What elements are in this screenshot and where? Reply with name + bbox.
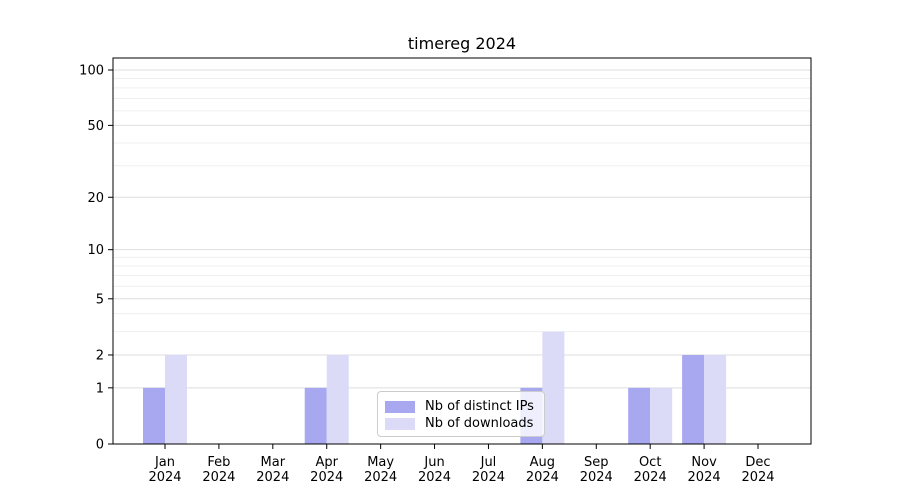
bar-distinct-ips-apr — [304, 387, 327, 444]
x-tick-label-year: 2024 — [364, 470, 397, 485]
x-tick-label-month: Nov — [691, 455, 717, 470]
bar-distinct-ips-jan — [143, 387, 165, 444]
x-tick-label-month: May — [367, 455, 394, 470]
x-tick-label-month: Apr — [315, 455, 338, 470]
y-tick-label: 2 — [96, 348, 104, 363]
x-tick-label-month: Jan — [154, 455, 175, 470]
x-tick-label-month: Sep — [584, 455, 609, 470]
y-tick-label: 1 — [96, 381, 104, 396]
bar-downloads-apr — [326, 354, 349, 444]
x-tick-label-year: 2024 — [310, 470, 343, 485]
legend-label-distinct-ips: Nb of distinct IPs — [425, 399, 534, 414]
bar-downloads-jan — [165, 354, 187, 444]
y-tick-label: 5 — [96, 292, 104, 307]
x-tick-label-year: 2024 — [148, 470, 181, 485]
x-tick-label-month: Jun — [423, 455, 444, 470]
x-tick-label-month: Aug — [530, 455, 555, 470]
legend-item: Nb of downloads — [385, 415, 544, 432]
y-tick-label: 100 — [79, 64, 104, 79]
bar-distinct-ips-nov — [682, 354, 705, 444]
x-tick-label-year: 2024 — [741, 470, 774, 485]
legend-swatch-downloads-icon — [385, 417, 415, 430]
x-tick-label-year: 2024 — [688, 470, 721, 485]
x-tick-label-year: 2024 — [202, 470, 235, 485]
plot-border — [112, 57, 812, 445]
legend-label-downloads: Nb of downloads — [425, 416, 534, 431]
x-tick-label-month: Dec — [745, 455, 770, 470]
bar-downloads-nov — [704, 354, 727, 444]
y-tick-label: 20 — [87, 191, 104, 206]
x-tick-label-year: 2024 — [580, 470, 613, 485]
legend: Nb of distinct IPs Nb of downloads — [377, 391, 545, 437]
x-tick-label-year: 2024 — [526, 470, 559, 485]
x-tick-label-year: 2024 — [472, 470, 505, 485]
bar-distinct-ips-oct — [628, 387, 651, 444]
x-tick-label-month: Mar — [261, 455, 286, 470]
y-tick-label: 50 — [87, 119, 104, 134]
legend-swatch-distinct-ips-icon — [385, 400, 415, 413]
y-tick-label: 10 — [87, 243, 104, 258]
legend-item: Nb of distinct IPs — [385, 398, 544, 415]
x-tick-label-year: 2024 — [418, 470, 451, 485]
bar-downloads-aug — [542, 331, 565, 444]
bar-downloads-oct — [650, 387, 673, 444]
x-tick-label-month: Jul — [480, 455, 497, 470]
x-tick-label-month: Oct — [639, 455, 661, 470]
x-tick-label-month: Feb — [207, 455, 230, 470]
x-tick-label-year: 2024 — [256, 470, 289, 485]
y-tick-label: 0 — [96, 438, 104, 453]
chart-title: timereg 2024 — [407, 34, 517, 53]
x-tick-label-year: 2024 — [634, 470, 667, 485]
